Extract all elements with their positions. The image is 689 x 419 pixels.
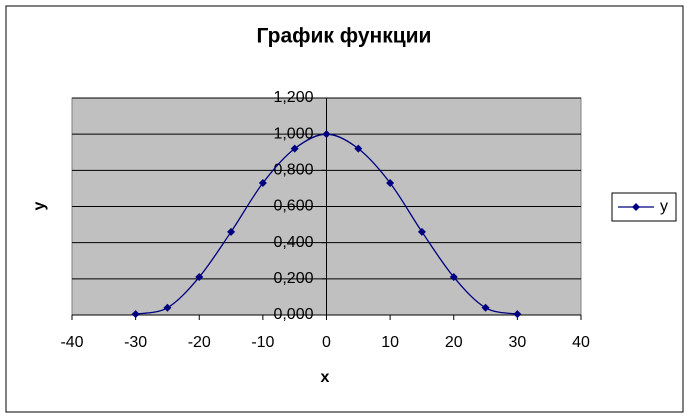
point-marker <box>227 227 236 236</box>
y-tick-label: 0,200 <box>273 270 313 287</box>
point-marker <box>513 310 522 319</box>
x-tick-label: -10 <box>251 334 274 351</box>
point-marker <box>131 310 140 319</box>
y-axis-label: y <box>31 201 48 210</box>
y-tick-label: 0,400 <box>273 234 313 251</box>
point-marker <box>449 273 458 282</box>
x-tick-label: -30 <box>124 334 147 351</box>
point-marker <box>386 178 395 187</box>
point-marker <box>290 144 299 153</box>
point-marker <box>322 130 331 139</box>
point-marker <box>163 303 172 312</box>
point-marker <box>481 303 490 312</box>
x-tick-label: -20 <box>188 334 211 351</box>
chart-title: График функции <box>257 25 432 48</box>
x-tick-label: 40 <box>572 334 590 351</box>
x-tick-label: 20 <box>445 334 463 351</box>
y-tick-label: 0,600 <box>273 198 313 215</box>
point-marker <box>417 227 426 236</box>
y-tick-label: 1,000 <box>273 125 313 142</box>
x-axis-label: x <box>321 369 330 386</box>
x-tick-label: 10 <box>381 334 399 351</box>
x-tick-label: 30 <box>508 334 526 351</box>
legend-marker <box>632 203 640 211</box>
y-tick-label: 0,800 <box>273 162 313 179</box>
x-tick-label: -40 <box>60 334 83 351</box>
legend-label: y <box>660 198 668 215</box>
y-tick-label: 1,200 <box>273 89 313 106</box>
x-tick-label: 0 <box>322 334 331 351</box>
point-marker <box>195 273 204 282</box>
point-marker <box>258 178 267 187</box>
point-marker <box>354 144 363 153</box>
